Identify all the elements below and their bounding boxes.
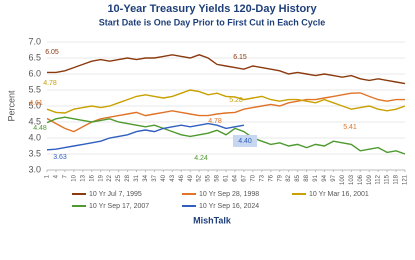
- x-tick-label: 10: [71, 174, 77, 181]
- x-tick-label: 19: [98, 174, 104, 181]
- x-tick-label: 85: [295, 174, 301, 181]
- x-tick-label: 115: [385, 174, 391, 184]
- y-tick-label: 4.0: [28, 132, 41, 142]
- x-tick-label: 4: [54, 174, 60, 178]
- y-tick-label: 3.0: [28, 164, 41, 174]
- x-tick-label: 79: [277, 174, 283, 181]
- x-tick-label: 91: [313, 174, 319, 181]
- legend-label: 10 Yr Mar 16, 2001: [309, 191, 369, 198]
- y-tick-label: 6.0: [28, 68, 41, 78]
- annotation: 4.48: [33, 125, 47, 132]
- x-tick-label: 103: [349, 174, 355, 185]
- x-tick-label: 67: [241, 174, 247, 181]
- annotation: 4.61: [29, 100, 43, 107]
- y-tick-label: 5.0: [28, 100, 41, 110]
- x-tick-label: 121: [403, 174, 409, 185]
- x-tick-label: 31: [134, 174, 140, 181]
- x-tick-label: 16: [89, 174, 95, 181]
- x-tick-label: 25: [116, 174, 122, 181]
- x-tick-label: 40: [161, 174, 167, 181]
- series-line: [46, 89, 406, 114]
- y-axis-label: Percent: [6, 90, 16, 122]
- x-tick-label: 58: [215, 174, 221, 181]
- x-tick-label: 118: [394, 174, 400, 184]
- x-tick-label: 7: [62, 174, 68, 178]
- annotation: 4.78: [208, 118, 222, 125]
- x-tick-label: 64: [233, 174, 239, 181]
- y-tick-label: 5.5: [28, 84, 41, 94]
- x-tick-label: 61: [224, 174, 230, 181]
- x-tick-label: 28: [125, 174, 131, 181]
- x-tick-label: 82: [286, 174, 292, 181]
- series-line: [46, 116, 406, 155]
- x-tick-label: 76: [268, 174, 274, 181]
- annotation-box: [233, 135, 257, 147]
- y-tick-label: 3.5: [28, 148, 41, 158]
- x-tick-label: 52: [197, 174, 203, 181]
- y-tick-label: 4.5: [28, 116, 41, 126]
- x-tick-label: 22: [107, 174, 113, 181]
- series-line: [46, 122, 245, 151]
- source-label: MishTalk: [193, 215, 232, 225]
- annotation: 4.24: [194, 155, 208, 162]
- x-tick-label: 73: [259, 174, 265, 181]
- x-tick-label: 46: [179, 174, 185, 181]
- series-line: [47, 54, 406, 85]
- annotation: 5.41: [343, 124, 357, 131]
- annotation: 6.05: [45, 49, 59, 56]
- x-tick-label: 49: [188, 174, 194, 181]
- x-tick-label: 37: [152, 174, 158, 181]
- x-tick-label: 43: [170, 174, 176, 181]
- annotation: 3.63: [53, 154, 67, 161]
- x-tick-label: 34: [143, 174, 149, 181]
- x-tick-label: 97: [331, 174, 337, 181]
- x-tick-label: 106: [358, 174, 364, 185]
- x-tick-label: 13: [80, 174, 86, 181]
- legend-label: 10 Yr Jul 7, 1995: [89, 191, 142, 198]
- x-tick-label: 112: [376, 174, 382, 184]
- x-tick-label: 55: [206, 174, 212, 181]
- x-tick-label: 100: [340, 174, 346, 185]
- x-tick-label: 1: [45, 174, 51, 178]
- legend-label: 10 Yr Sep 16, 2024: [199, 203, 259, 210]
- y-tick-label: 6.5: [28, 52, 41, 62]
- chart-title: 10-Year Treasury Yields 120-Day History: [107, 3, 317, 15]
- chart-subtitle: Start Date is One Day Prior to First Cut…: [99, 17, 326, 27]
- x-tick-label: 94: [322, 174, 328, 181]
- legend-label: 10 Yr Sep 28, 1998: [199, 191, 259, 198]
- x-tick-label: 88: [304, 174, 310, 181]
- annotation: 4.78: [43, 80, 57, 87]
- annotation: 4.40: [238, 138, 252, 145]
- series-line: [46, 92, 405, 133]
- x-tick-label: 109: [367, 174, 373, 185]
- annotation: 6.15: [233, 54, 247, 61]
- y-tick-label: 7.0: [28, 36, 41, 46]
- annotation: 5.28: [229, 97, 243, 104]
- x-tick-label: 70: [250, 174, 256, 181]
- legend-label: 10 Yr Sep 17, 2007: [89, 203, 149, 210]
